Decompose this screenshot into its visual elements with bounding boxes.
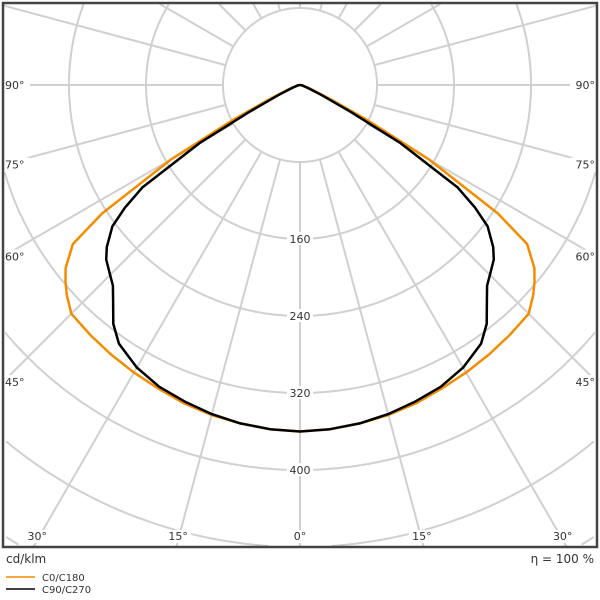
radial-label-bg: [287, 386, 313, 399]
angle-tick-label: 90°: [576, 79, 596, 92]
grid-spoke: [366, 3, 441, 48]
angle-label-bg: [4, 249, 30, 263]
radial-tick-label: 400: [290, 464, 311, 477]
grid-spoke: [318, 159, 425, 547]
radial-tick-label: 240: [290, 310, 311, 323]
radial-label-bg: [287, 309, 313, 322]
grid-spoke: [353, 3, 382, 32]
grid-spoke: [337, 151, 568, 547]
tick-labels: 160 240 320 400 0° 15° 15° 30° 30° 45° 45° 60° 60° 75…: [4, 78, 596, 543]
angle-label-bg: [570, 157, 596, 171]
angle-tick-label: 15°: [168, 530, 188, 543]
grid-spoke: [3, 103, 226, 166]
angle-tick-label: 75°: [576, 159, 596, 172]
legend: C0/C180 C90/C270: [6, 573, 91, 596]
grid-spoke: [175, 159, 282, 547]
angle-label-bg: [408, 530, 435, 543]
grid-spoke: [3, 138, 247, 382]
radial-tick-label: 320: [290, 387, 311, 400]
efficiency-label: η = 100 %: [531, 552, 594, 566]
legend-label-c90-c270: C90/C270: [42, 585, 91, 596]
grid-spoke: [337, 3, 348, 19]
radial-tick-label: 160: [290, 233, 311, 246]
grid-spoke: [277, 3, 282, 11]
grid-spoke: [159, 3, 234, 48]
curves: [64, 83, 536, 433]
legend-label-c0-c180: C0/C180: [42, 573, 85, 584]
radial-label-bg: [287, 232, 313, 245]
grid-spoke: [32, 151, 263, 547]
grid-ring-160: [145, 3, 455, 240]
grid-spoke: [374, 103, 597, 166]
grid-spoke: [218, 3, 247, 32]
angle-tick-label: 60°: [576, 250, 596, 263]
grid-spoke: [318, 3, 323, 11]
angle-tick-label: 60°: [5, 250, 25, 263]
angle-tick-label: 30°: [28, 530, 48, 543]
grid-spoke: [3, 4, 226, 67]
angle-label-bg: [4, 78, 30, 91]
grid-spoke: [252, 3, 263, 19]
angle-tick-label: 45°: [5, 376, 25, 389]
angle-tick-label: 15°: [412, 530, 432, 543]
grid-spoke: [353, 138, 597, 382]
grid-ring-400: [4, 331, 596, 471]
angle-label-bg: [570, 375, 596, 388]
angle-tick-label: 0°: [294, 530, 307, 543]
angle-tick-label: 75°: [5, 159, 25, 172]
grid-spoke: [374, 4, 597, 67]
angle-tick-label: 90°: [5, 79, 25, 92]
angle-label-bg: [549, 530, 576, 543]
radial-label-bg: [287, 463, 313, 476]
grid: [3, 3, 597, 547]
angle-tick-label: 30°: [553, 530, 573, 543]
angle-label-bg: [24, 530, 51, 543]
unit-label: cd/klm: [6, 552, 46, 566]
series-curve-c90-c270: [104, 83, 496, 433]
plot-frame: [1, 1, 599, 549]
angle-tick-label: 45°: [576, 376, 596, 389]
angle-label-bg: [287, 530, 313, 543]
grid-ring-480: [5, 440, 595, 547]
angle-label-bg: [570, 249, 596, 263]
angle-label-bg: [165, 530, 192, 543]
angle-label-bg: [570, 78, 596, 91]
grid-ring-560: [5, 536, 595, 546]
angle-label-bg: [4, 375, 30, 388]
grid-ring-240: [68, 3, 532, 317]
angle-label-bg: [4, 157, 30, 171]
